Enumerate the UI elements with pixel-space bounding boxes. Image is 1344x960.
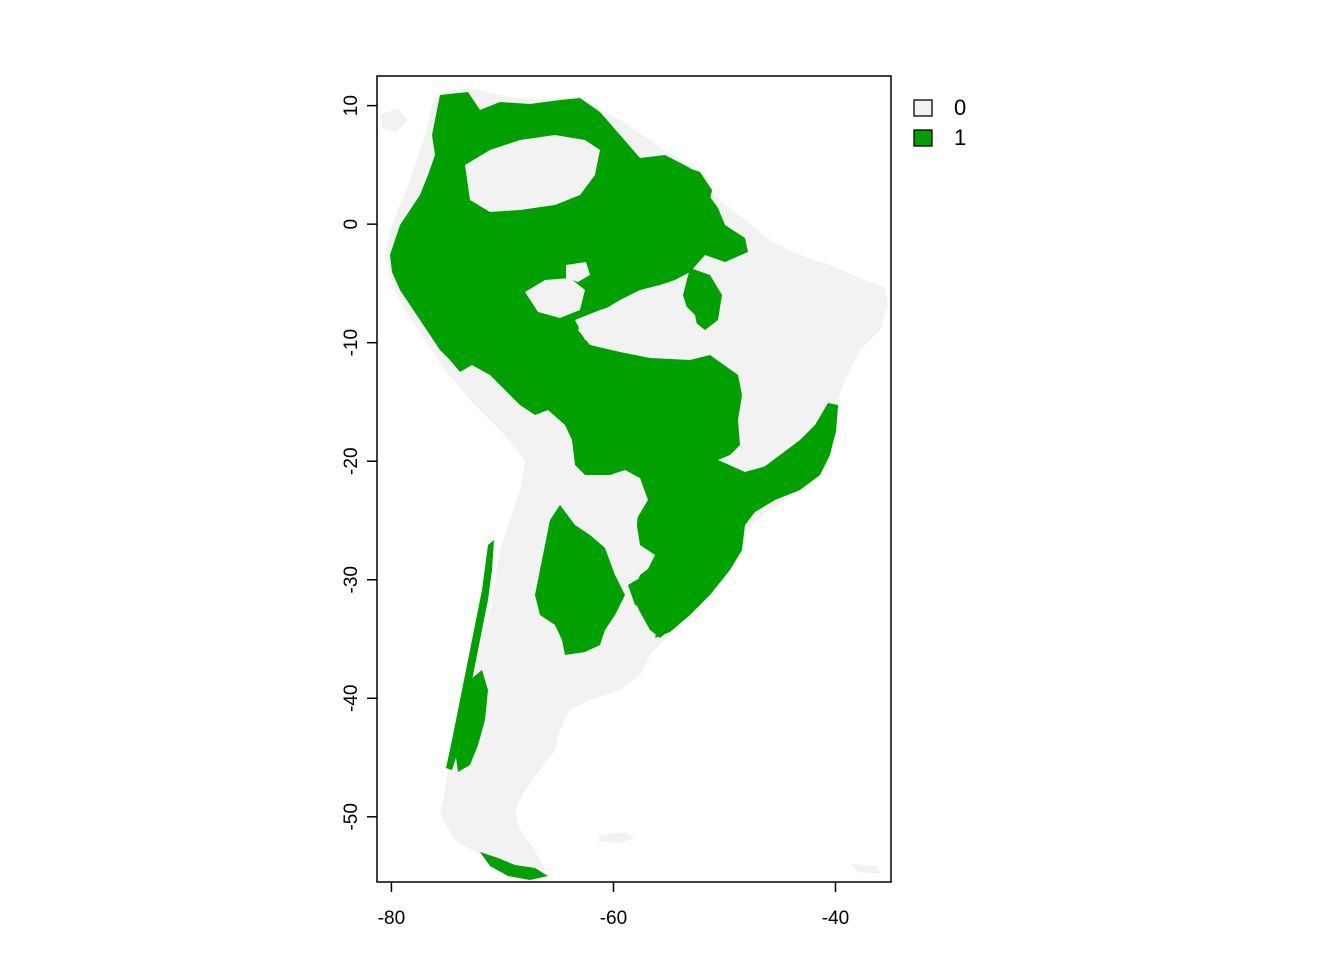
raster-class-0-holes — [465, 135, 700, 555]
y-tick-label: -10 — [341, 329, 362, 356]
andes-west-strip — [446, 540, 494, 770]
central-amazon-gap — [525, 278, 585, 318]
x-tick-label: -80 — [378, 908, 405, 929]
atlantic-forest-coast — [755, 403, 838, 500]
legend-swatch-1 — [913, 129, 933, 147]
legend: 01 — [913, 95, 966, 150]
amazon-region — [390, 92, 838, 638]
y-tick-label: -20 — [341, 447, 362, 474]
legend-label-0: 0 — [954, 95, 966, 120]
y-axis: 10 0 -10 -20 -30 -40 -50 — [341, 95, 377, 831]
tierra-del-fuego-green — [480, 852, 548, 880]
legend-label-1: 1 — [954, 125, 966, 150]
y-tick-label: -50 — [341, 803, 362, 830]
legend-swatch-0 — [913, 99, 933, 117]
x-tick-label: -40 — [822, 908, 849, 929]
chaco-pampas-region — [535, 505, 625, 655]
x-axis: -80 -60 -40 — [378, 882, 849, 929]
raster-class-1 — [390, 92, 838, 880]
small-island-east — [598, 832, 635, 843]
axis-box — [376, 75, 892, 883]
llanos-gap — [465, 135, 600, 212]
chaco-gap — [565, 478, 638, 555]
y-tick-label: 0 — [341, 219, 362, 230]
cerrado-gap — [575, 298, 700, 355]
caribbean-coast-west — [380, 108, 408, 132]
x-tick-label: -60 — [600, 908, 627, 929]
ring-gap — [566, 262, 590, 282]
y-tick-label: 10 — [341, 95, 362, 116]
uruguay-region — [632, 560, 700, 638]
patagonia-forest — [455, 670, 488, 772]
small-island-tip — [850, 864, 880, 874]
y-tick-label: -40 — [341, 685, 362, 712]
y-tick-label: -30 — [341, 566, 362, 593]
amazon-north-patch — [680, 165, 712, 218]
